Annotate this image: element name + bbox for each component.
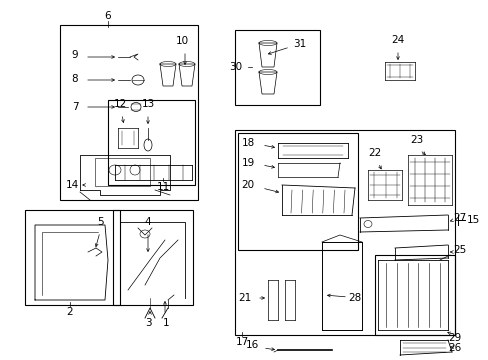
Text: 12: 12 [113,99,126,109]
Text: 1: 1 [163,318,169,328]
Text: 24: 24 [390,35,404,45]
Text: 13: 13 [141,99,154,109]
Text: 11: 11 [156,182,169,192]
Bar [113,210,193,305]
Text: 27: 27 [452,213,466,223]
Bar [95,158,150,186]
Text: 31: 31 [293,39,306,49]
Bar [374,255,454,335]
Text: 8: 8 [72,74,78,84]
Text: 30: 30 [229,62,242,72]
Bar [108,100,195,185]
Text: 14: 14 [65,180,79,190]
Text: 3: 3 [144,318,151,328]
Text: 29: 29 [447,333,461,343]
Text: 22: 22 [367,148,381,158]
Text: 16: 16 [245,340,258,350]
Bar [235,30,319,105]
Bar [60,25,198,200]
Bar [238,133,357,250]
Text: 9: 9 [72,50,78,60]
Text: 7: 7 [72,102,78,112]
Text: 10: 10 [175,36,188,46]
Text: 23: 23 [409,135,423,145]
Text: 18: 18 [241,138,254,148]
Text: 26: 26 [447,343,461,353]
Text: 21: 21 [238,293,251,303]
Bar [235,130,454,335]
Text: 19: 19 [241,158,254,168]
Text: 5: 5 [97,217,103,227]
Text: 20: 20 [241,180,254,190]
Text: 2: 2 [66,307,73,317]
Bar [25,210,120,305]
Text: 4: 4 [144,217,151,227]
Text: 25: 25 [452,245,466,255]
Text: 15: 15 [466,215,479,225]
Text: 6: 6 [104,11,111,21]
Text: 28: 28 [347,293,361,303]
Text: 17: 17 [235,337,248,347]
